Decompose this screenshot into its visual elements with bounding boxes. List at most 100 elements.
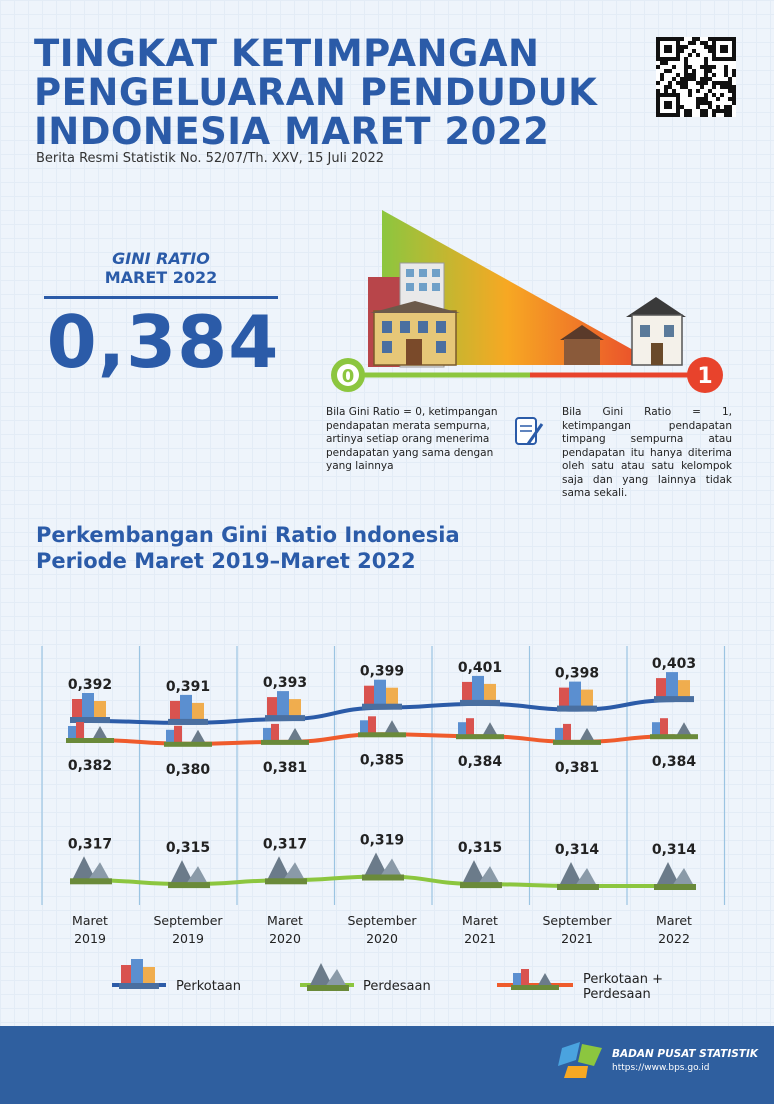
city-village-icon — [482, 722, 498, 737]
city-icon — [192, 702, 204, 721]
city-icon — [168, 718, 208, 725]
city-buildings-icon — [368, 262, 460, 368]
x-tick-label: 2021 — [561, 931, 593, 946]
city-icon — [472, 675, 484, 702]
city-village-icon — [555, 727, 563, 742]
data-label: 0,401 — [458, 660, 502, 676]
city-village-icon — [537, 973, 553, 987]
title-line-2: PENGELUARAN PENDUDUK — [34, 71, 598, 114]
city-village-icon — [358, 732, 406, 738]
city-village-icon — [676, 722, 692, 737]
city-icon — [265, 715, 305, 722]
document-pen-icon — [515, 417, 544, 445]
title-line-1: TINGKAT KETIMPANGAN — [34, 32, 540, 75]
gini-period: MARET 2022 — [104, 268, 218, 287]
city-icon — [131, 959, 143, 985]
x-tick-label: 2019 — [74, 931, 106, 946]
city-icon — [557, 705, 597, 712]
data-label: 0,391 — [166, 679, 210, 695]
city-icon — [121, 965, 131, 985]
mountain-icon — [672, 868, 694, 886]
chart-title-line-2: Periode Maret 2019–Maret 2022 — [36, 549, 416, 573]
mountain-icon — [88, 862, 110, 881]
city-icon — [559, 687, 569, 708]
village-icon — [70, 878, 112, 885]
city-icon — [656, 678, 666, 699]
chart-title: Perkembangan Gini Ratio Indonesia Period… — [36, 522, 460, 574]
city-village-icon — [384, 720, 400, 735]
x-tick-label: 2021 — [464, 931, 496, 946]
village-icon — [168, 882, 210, 889]
x-tick-label: 2019 — [172, 931, 204, 946]
mountain-icon — [325, 969, 347, 987]
org-url[interactable]: https://www.bps.go.id — [612, 1063, 710, 1073]
data-label: 0,317 — [263, 836, 307, 852]
city-village-icon — [190, 729, 206, 744]
city-village-icon — [261, 739, 309, 745]
legend-label: Perkotaan + — [583, 972, 663, 987]
page-subtitle: Berita Resmi Statistik No. 52/07/Th. XXV… — [36, 151, 385, 166]
data-label: 0,403 — [652, 656, 696, 672]
city-icon — [119, 983, 159, 989]
city-icon — [277, 691, 289, 718]
scale-one-marker — [687, 357, 723, 393]
city-village-icon — [521, 969, 529, 987]
village-icon — [460, 882, 502, 889]
mountain-icon — [309, 963, 333, 987]
legend-label: Perdesaan — [583, 987, 651, 1002]
data-label: 0,314 — [652, 842, 697, 858]
city-icon — [289, 699, 301, 718]
village-icon — [362, 874, 404, 881]
scale-zero-label: 0 — [342, 366, 355, 387]
city-icon — [484, 683, 496, 702]
org-name: BADAN PUSAT STATISTIK — [612, 1048, 759, 1060]
city-icon — [666, 672, 678, 699]
mountain-icon — [267, 856, 291, 881]
city-village-icon — [513, 973, 521, 987]
city-village-icon — [76, 722, 84, 740]
city-icon — [72, 699, 82, 719]
data-label: 0,317 — [68, 836, 112, 852]
city-village-icon — [511, 985, 559, 990]
gini-value: 0,384 — [46, 300, 280, 384]
city-village-icon — [164, 741, 212, 747]
inequality-scale-illustration: 0 1 — [331, 210, 723, 393]
city-village-icon — [650, 734, 698, 740]
data-label: 0,399 — [360, 664, 404, 680]
footer-bar — [0, 1026, 774, 1104]
divider — [44, 296, 278, 299]
city-village-icon — [466, 718, 474, 737]
city-village-icon — [652, 722, 660, 737]
city-village-icon — [553, 739, 601, 745]
data-label: 0,319 — [360, 833, 404, 849]
x-tick-label: Maret — [72, 913, 108, 928]
mountain-icon — [575, 868, 597, 886]
page-title: TINGKAT KETIMPANGAN PENGELUARAN PENDUDUK… — [34, 34, 634, 151]
city-icon — [94, 701, 106, 719]
city-icon — [386, 687, 398, 706]
village-icon — [557, 884, 599, 890]
city-village-icon — [458, 722, 466, 737]
qr-code-icon[interactable] — [656, 37, 736, 117]
village-icon — [654, 884, 696, 890]
mountain-icon — [478, 866, 500, 885]
city-village-icon — [579, 727, 595, 742]
mountain-icon — [559, 862, 583, 886]
x-tick-label: 2020 — [269, 931, 301, 946]
x-tick-label: 2022 — [658, 931, 690, 946]
city-village-icon — [166, 729, 174, 744]
city-icon — [678, 680, 690, 699]
data-label: 0,314 — [555, 842, 600, 858]
city-village-icon — [271, 723, 279, 742]
mountain-icon — [380, 858, 402, 877]
city-icon — [569, 681, 581, 708]
village-icon — [265, 878, 307, 885]
city-village-icon — [92, 726, 108, 740]
city-village-icon — [563, 723, 571, 742]
city-icon — [180, 694, 192, 721]
city-icon — [462, 681, 472, 702]
data-label: 0,392 — [68, 677, 112, 693]
data-label: 0,393 — [263, 675, 307, 691]
scale-one-label: 1 — [697, 364, 712, 389]
mountain-icon — [364, 852, 388, 877]
